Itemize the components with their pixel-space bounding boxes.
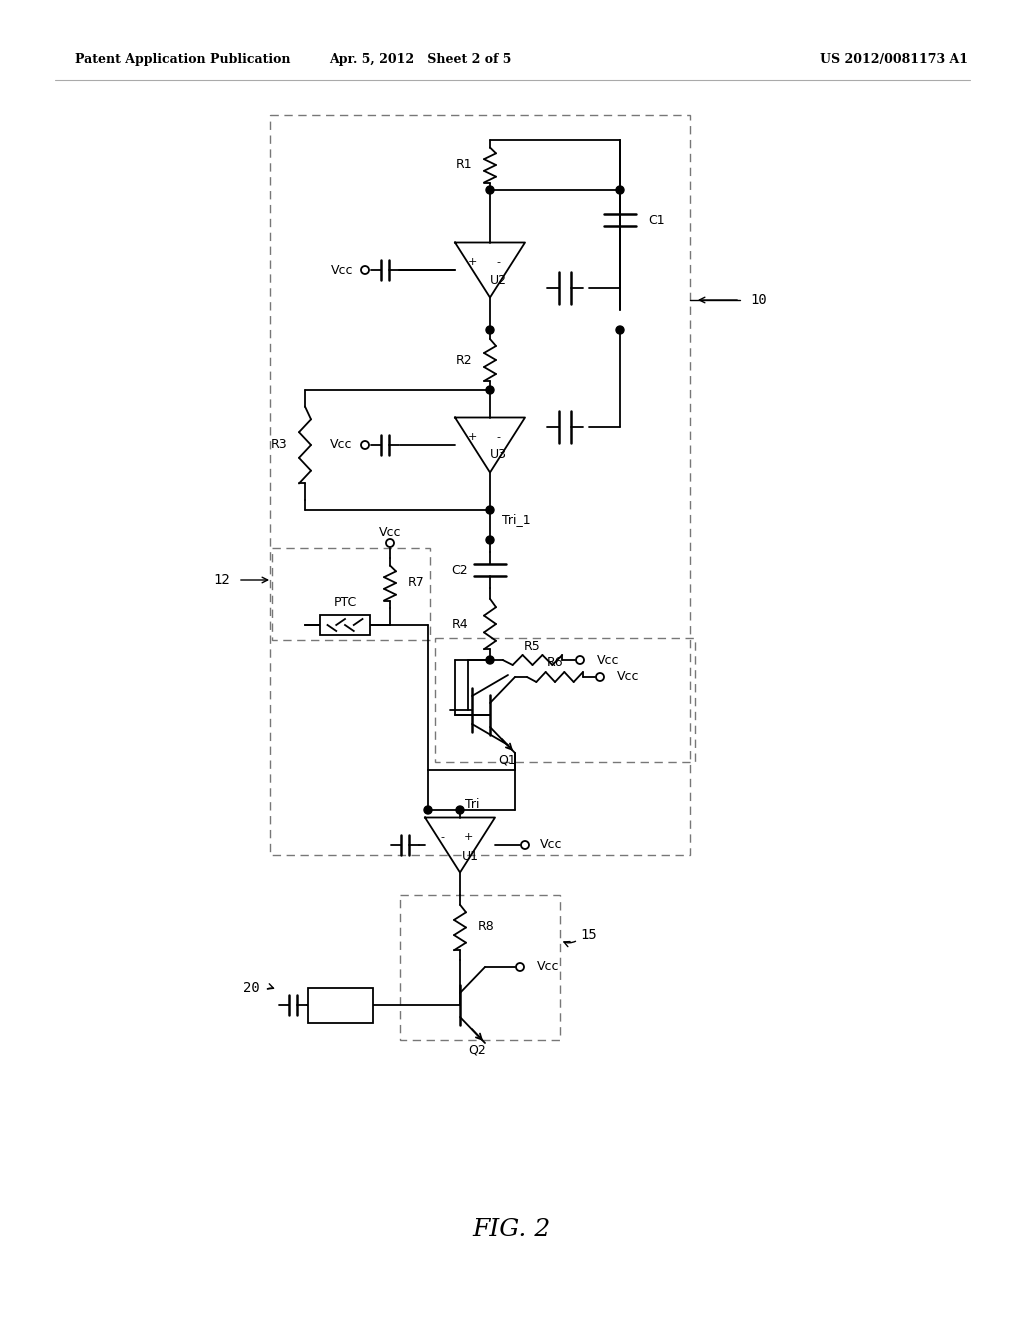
Text: R1: R1 xyxy=(456,158,472,172)
Text: Apr. 5, 2012   Sheet 2 of 5: Apr. 5, 2012 Sheet 2 of 5 xyxy=(329,54,511,66)
Text: C1: C1 xyxy=(648,214,665,227)
Text: Tri_1: Tri_1 xyxy=(502,513,530,527)
Text: Vcc: Vcc xyxy=(330,438,352,451)
Text: 12: 12 xyxy=(213,573,230,587)
Text: Q2: Q2 xyxy=(468,1044,485,1056)
Text: Vcc: Vcc xyxy=(379,527,401,540)
Text: +: + xyxy=(463,832,473,842)
Text: Patent Application Publication: Patent Application Publication xyxy=(75,54,291,66)
Circle shape xyxy=(424,807,432,814)
Circle shape xyxy=(486,536,494,544)
Text: -: - xyxy=(440,832,444,842)
Circle shape xyxy=(486,326,494,334)
Text: R4: R4 xyxy=(452,618,468,631)
Text: +: + xyxy=(467,257,477,267)
Text: Q1: Q1 xyxy=(498,754,516,767)
Text: Vcc: Vcc xyxy=(331,264,353,276)
Bar xyxy=(319,615,370,635)
Text: PTC: PTC xyxy=(334,597,356,610)
Text: Vcc: Vcc xyxy=(540,838,562,851)
Text: C2: C2 xyxy=(452,564,468,577)
Text: R7: R7 xyxy=(408,577,425,590)
Circle shape xyxy=(486,186,494,194)
Circle shape xyxy=(616,186,624,194)
Text: 20: 20 xyxy=(244,981,260,995)
Text: Tri: Tri xyxy=(465,799,479,812)
Text: R6: R6 xyxy=(547,656,563,669)
Text: FIG. 2: FIG. 2 xyxy=(473,1218,551,1242)
Text: Vcc: Vcc xyxy=(597,653,620,667)
Text: R5: R5 xyxy=(523,639,541,652)
Text: 15: 15 xyxy=(580,928,597,942)
Circle shape xyxy=(616,326,624,334)
Text: U2: U2 xyxy=(489,273,507,286)
Bar xyxy=(307,987,373,1023)
Circle shape xyxy=(456,807,464,814)
Text: +: + xyxy=(467,432,477,442)
Text: 10: 10 xyxy=(750,293,767,308)
Text: -: - xyxy=(496,432,500,442)
Text: -: - xyxy=(496,257,500,267)
Text: Vcc: Vcc xyxy=(617,671,640,684)
Text: US 2012/0081173 A1: US 2012/0081173 A1 xyxy=(820,54,968,66)
Text: Fan: Fan xyxy=(329,998,351,1011)
Circle shape xyxy=(486,506,494,513)
Text: R3: R3 xyxy=(270,438,287,451)
Text: R8: R8 xyxy=(478,920,495,933)
Circle shape xyxy=(486,656,494,664)
Text: R2: R2 xyxy=(456,354,472,367)
Text: U1: U1 xyxy=(462,850,478,863)
Text: U3: U3 xyxy=(489,449,507,462)
Text: Vcc: Vcc xyxy=(537,961,559,974)
Circle shape xyxy=(486,385,494,393)
